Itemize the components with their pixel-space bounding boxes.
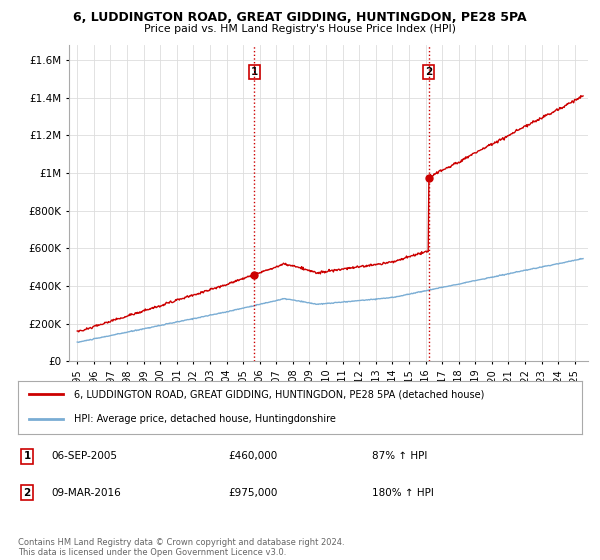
Text: Contains HM Land Registry data © Crown copyright and database right 2024.
This d: Contains HM Land Registry data © Crown c… (18, 538, 344, 557)
Text: 87% ↑ HPI: 87% ↑ HPI (372, 451, 427, 461)
Text: 09-MAR-2016: 09-MAR-2016 (51, 488, 121, 498)
Text: 1: 1 (23, 451, 31, 461)
Text: 06-SEP-2005: 06-SEP-2005 (51, 451, 117, 461)
Text: 6, LUDDINGTON ROAD, GREAT GIDDING, HUNTINGDON, PE28 5PA (detached house): 6, LUDDINGTON ROAD, GREAT GIDDING, HUNTI… (74, 389, 485, 399)
Text: 180% ↑ HPI: 180% ↑ HPI (372, 488, 434, 498)
Text: 6, LUDDINGTON ROAD, GREAT GIDDING, HUNTINGDON, PE28 5PA: 6, LUDDINGTON ROAD, GREAT GIDDING, HUNTI… (73, 11, 527, 24)
Text: 1: 1 (251, 67, 258, 77)
Text: £975,000: £975,000 (228, 488, 277, 498)
Text: 2: 2 (425, 67, 432, 77)
Text: 2: 2 (23, 488, 31, 498)
Text: £460,000: £460,000 (228, 451, 277, 461)
Text: HPI: Average price, detached house, Huntingdonshire: HPI: Average price, detached house, Hunt… (74, 414, 336, 424)
Text: Price paid vs. HM Land Registry's House Price Index (HPI): Price paid vs. HM Land Registry's House … (144, 24, 456, 34)
